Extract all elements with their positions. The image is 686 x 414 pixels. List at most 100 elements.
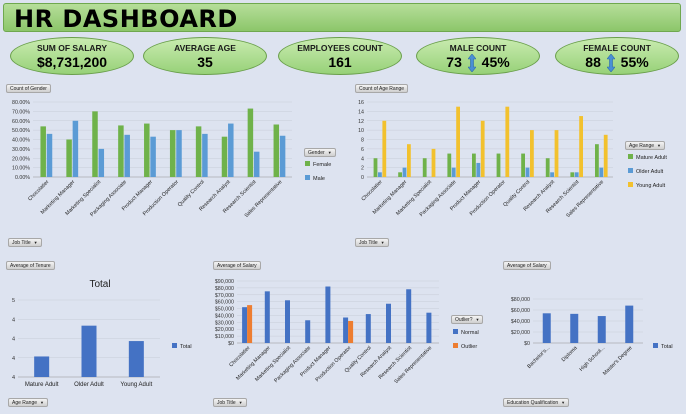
chart-salary-edu-svg: $0 $20,000 $40,000 $60,000 $80,000 Bachelor's… (511, 297, 673, 377)
bar (124, 134, 130, 177)
y-tick-label: $40,000 (511, 319, 530, 325)
y-tick-label: 14 (358, 109, 364, 115)
chart-age-range-by-job: Count of Age Range 0 2 4 6 8 10 12 14 16 Chocolat… (345, 83, 686, 253)
bar (447, 153, 452, 177)
bar (505, 106, 510, 177)
legend-label: Normal (461, 330, 479, 336)
y-tick-label: $70,000 (215, 293, 234, 299)
outlier-filter-button[interactable]: Outlier? ▼ (451, 315, 484, 324)
legend-label: Older Adult (636, 169, 664, 175)
y-tick-label: $0 (524, 341, 530, 347)
bar (98, 148, 105, 177)
y-tick-label: 20.00% (12, 156, 30, 162)
y-tick-label: 2 (361, 166, 364, 172)
job-title-filter-button[interactable]: Job Title ▼ (213, 398, 247, 407)
kpi-percent: 55% (620, 54, 649, 70)
bar (431, 148, 436, 177)
bar (144, 123, 150, 177)
legend-label: Young Adult (636, 183, 666, 189)
bar (480, 120, 485, 177)
dropdown-arrow-icon: ▼ (475, 317, 480, 322)
legend-swatch (628, 168, 633, 173)
bar (406, 289, 412, 343)
kpi-value: 73 (446, 54, 462, 70)
kpi-label: SUM OF SALARY (36, 43, 108, 53)
bar (579, 116, 583, 177)
bar (382, 120, 387, 177)
bar (247, 305, 253, 343)
bar (348, 320, 354, 343)
legend-label: Mature Adult (636, 155, 667, 161)
bar (169, 130, 176, 177)
bar (451, 167, 456, 177)
bar (625, 305, 634, 343)
bar (176, 130, 182, 177)
chart-title-button[interactable]: Average of Tenure (6, 261, 55, 270)
kpi-label: EMPLOYEES COUNT (297, 43, 383, 53)
legend-label: Total (661, 344, 673, 350)
job-title-filter-button[interactable]: Job Title ▼ (8, 238, 42, 247)
x-tick-label: Young Adult (120, 382, 152, 388)
bar (118, 125, 124, 177)
y-tick-label: $30,000 (215, 320, 234, 326)
bar (264, 291, 270, 343)
chart-tenure-svg: 4 4 4 4 5 Mature Adult Older Adult Young Adult T… (12, 279, 192, 388)
kpi-male-count: MALE COUNT 73 45% (416, 37, 540, 75)
y-tick-label: 10 (358, 128, 364, 134)
kpi-average-age: AVERAGE AGE 35 (143, 37, 267, 75)
dropdown-arrow-icon: ▼ (327, 150, 332, 155)
kpi-value-row: 88 55% (556, 54, 678, 73)
y-tick-label: 4 (12, 356, 15, 362)
x-tick-label: Chocolatier (361, 179, 384, 202)
gender-filter-button[interactable]: Gender ▼ (304, 148, 336, 157)
kpi-value: 161 (328, 54, 352, 70)
y-tick-label: 16 (358, 100, 364, 106)
legend-swatch (305, 161, 310, 166)
bar (195, 126, 202, 177)
bar (570, 313, 579, 343)
bar (242, 307, 248, 343)
bar (570, 172, 575, 177)
bar (525, 167, 530, 177)
y-tick-label: 30.00% (12, 147, 30, 153)
y-tick-label: $40,000 (215, 313, 234, 319)
y-tick-label: $0 (228, 341, 234, 347)
chart-title-button[interactable]: Count of Age Range (355, 84, 409, 93)
kpi-percent: 45% (481, 54, 510, 70)
bar (150, 136, 156, 177)
legend-swatch (453, 329, 458, 334)
kpi-value: 35 (197, 54, 213, 70)
y-tick-label: 4 (12, 317, 15, 323)
legend-swatch (172, 343, 177, 348)
legend-label: Male (313, 176, 325, 182)
education-filter-button[interactable]: Education Qualification ▼ (503, 398, 570, 407)
chart-title-button[interactable]: Average of Salary (213, 261, 261, 270)
x-tick-label: Master's Degree (602, 345, 634, 377)
age-range-filter-button[interactable]: Age Range ▼ (8, 398, 48, 407)
kpi-employees-count: EMPLOYEES COUNT 161 (278, 37, 402, 75)
dropdown-arrow-icon: ▼ (561, 400, 566, 405)
y-tick-label: $10,000 (215, 334, 234, 340)
y-tick-label: 12 (358, 119, 364, 125)
bar (202, 133, 208, 177)
kpi-value: $8,731,200 (36, 54, 108, 70)
legend-swatch (453, 343, 458, 348)
y-tick-label: 60.00% (12, 119, 30, 125)
bar (595, 144, 599, 177)
bar (273, 124, 280, 177)
job-title-filter-button[interactable]: Job Title ▼ (355, 238, 389, 247)
bar (72, 120, 79, 177)
y-tick-label: $60,000 (215, 300, 234, 306)
dropdown-arrow-icon: ▼ (380, 240, 385, 245)
age-range-filter-button[interactable]: Age Range ▼ (625, 141, 665, 150)
bar (402, 167, 407, 177)
bar (542, 313, 551, 343)
bar (378, 172, 382, 177)
chart-title-button[interactable]: Count of Gender (6, 84, 51, 93)
y-tick-label: $20,000 (511, 330, 530, 336)
kpi-female-count: FEMALE COUNT 88 55% (555, 37, 679, 75)
legend-swatch (653, 343, 658, 348)
bar (34, 356, 50, 377)
chart-title-button[interactable]: Average of Salary (503, 261, 551, 270)
